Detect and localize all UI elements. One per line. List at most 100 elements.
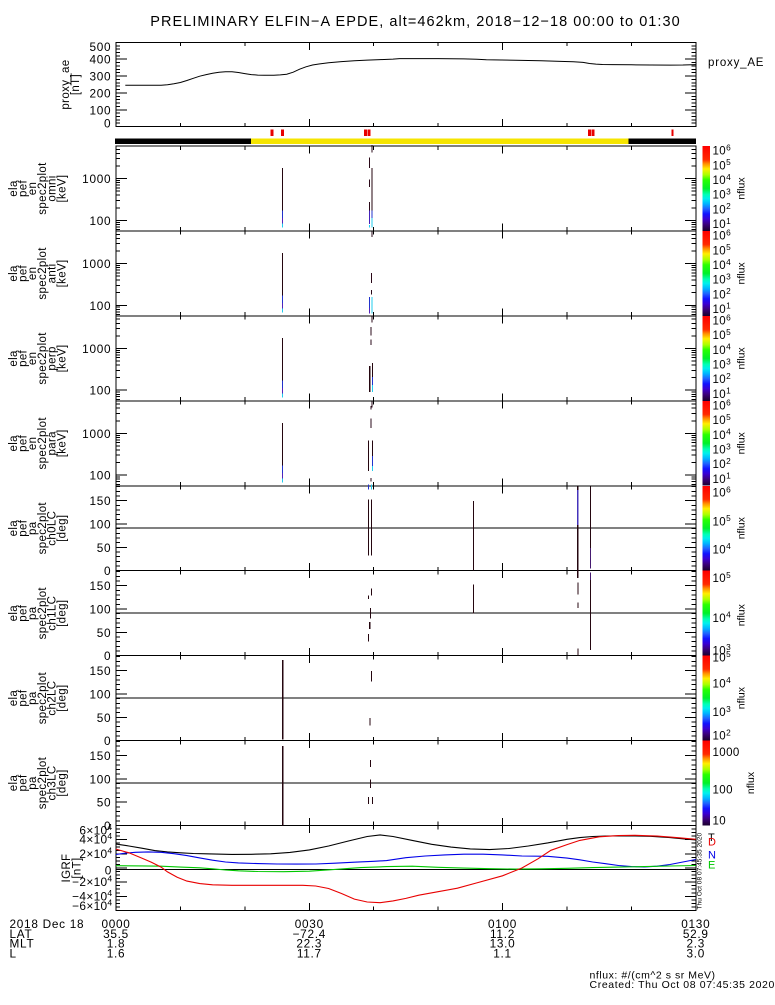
svg-text:150: 150 — [89, 494, 111, 508]
svg-text:150: 150 — [89, 664, 111, 678]
svg-text:150: 150 — [89, 579, 111, 593]
svg-text:100: 100 — [89, 772, 111, 786]
svg-text:10: 10 — [713, 815, 727, 827]
svg-text:spec2plot: spec2plot — [37, 417, 49, 470]
svg-text:0100: 0100 — [488, 917, 517, 931]
svg-text:ela: ela — [8, 520, 20, 537]
svg-text:en: en — [27, 267, 39, 281]
svg-text:100: 100 — [89, 299, 111, 313]
svg-text:100: 100 — [89, 214, 111, 228]
svg-text:100: 100 — [89, 603, 111, 617]
svg-text:4×104: 4×104 — [79, 831, 112, 847]
svg-text:200: 200 — [89, 86, 111, 100]
svg-text:PRELIMINARY ELFIN−A EPDE, alt=: PRELIMINARY ELFIN−A EPDE, alt=462km, 201… — [150, 14, 680, 30]
svg-text:52.9: 52.9 — [683, 927, 709, 941]
svg-text:0: 0 — [104, 734, 111, 748]
svg-text:nflux: #/(cm^2 s sr MeV): nflux: #/(cm^2 s sr MeV) — [590, 969, 716, 981]
svg-text:Created: Thu Oct 08 07:45:35 2: Created: Thu Oct 08 07:45:35 2020 — [590, 979, 775, 991]
svg-text:para: para — [47, 431, 59, 456]
svg-text:spec2plot: spec2plot — [37, 502, 49, 555]
svg-text:nflux: nflux — [736, 686, 748, 709]
svg-text:[keV]: [keV] — [56, 175, 68, 203]
svg-text:400: 400 — [89, 53, 111, 67]
svg-text:pef: pef — [18, 434, 30, 451]
svg-text:50: 50 — [97, 626, 112, 640]
svg-text:perp: perp — [47, 346, 59, 370]
svg-text:100: 100 — [89, 469, 111, 483]
svg-text:0: 0 — [104, 564, 111, 578]
svg-text:pef: pef — [18, 519, 30, 536]
svg-text:L: L — [10, 946, 17, 960]
svg-text:100: 100 — [89, 687, 111, 701]
svg-text:0: 0 — [104, 649, 111, 663]
svg-text:pa: pa — [27, 521, 39, 535]
svg-text:D: D — [708, 837, 716, 849]
svg-text:nflux: nflux — [736, 516, 748, 539]
svg-text:[deg]: [deg] — [56, 769, 68, 796]
svg-text:35.5: 35.5 — [103, 927, 129, 941]
svg-text:nflux: nflux — [736, 262, 748, 285]
svg-text:nflux: nflux — [736, 177, 748, 200]
svg-text:0030: 0030 — [295, 917, 324, 931]
svg-text:1000: 1000 — [82, 257, 111, 271]
svg-text:11.7: 11.7 — [297, 946, 322, 960]
svg-text:proxy_AE: proxy_AE — [708, 57, 764, 69]
svg-text:−2×104: −2×104 — [72, 874, 112, 890]
svg-text:[nT]: [nT] — [72, 857, 84, 878]
svg-text:nflux: nflux — [736, 347, 748, 370]
svg-text:E: E — [708, 860, 715, 872]
svg-text:N: N — [708, 850, 716, 862]
svg-text:[deg]: [deg] — [56, 515, 68, 542]
svg-text:[nT]: [nT] — [70, 74, 82, 95]
svg-text:omni: omni — [47, 175, 59, 201]
svg-text:500: 500 — [89, 40, 111, 54]
svg-text:2018 Dec 18: 2018 Dec 18 — [10, 917, 85, 931]
svg-text:11.2: 11.2 — [490, 927, 515, 941]
svg-text:50: 50 — [97, 541, 112, 555]
svg-text:pa: pa — [27, 691, 39, 705]
svg-text:T: T — [708, 832, 715, 844]
svg-text:pef: pef — [18, 180, 30, 197]
svg-text:ela: ela — [8, 350, 20, 367]
svg-text:100: 100 — [713, 785, 733, 797]
svg-text:pef: pef — [18, 604, 30, 621]
svg-text:[deg]: [deg] — [56, 684, 68, 711]
svg-text:LAT: LAT — [10, 927, 33, 941]
svg-text:ela: ela — [8, 180, 20, 197]
svg-text:0130: 0130 — [681, 917, 710, 931]
svg-text:pa: pa — [27, 776, 39, 790]
svg-text:ela: ela — [8, 690, 20, 707]
svg-text:6×104: 6×104 — [79, 822, 112, 838]
svg-text:100: 100 — [89, 518, 111, 532]
svg-text:150: 150 — [89, 749, 111, 763]
svg-text:en: en — [27, 182, 39, 196]
svg-text:[deg]: [deg] — [56, 600, 68, 627]
svg-text:IGRF: IGRF — [61, 854, 73, 883]
svg-text:1000: 1000 — [713, 747, 740, 759]
svg-text:spec2plot: spec2plot — [37, 162, 49, 215]
svg-text:−6×104: −6×104 — [72, 898, 112, 914]
svg-text:100: 100 — [89, 384, 111, 398]
svg-text:100: 100 — [89, 103, 111, 117]
svg-text:[keV]: [keV] — [56, 429, 68, 457]
svg-text:50: 50 — [97, 711, 112, 725]
svg-text:300: 300 — [89, 70, 111, 84]
svg-text:ela: ela — [8, 265, 20, 282]
svg-text:spec2plot: spec2plot — [37, 756, 49, 809]
svg-text:ela: ela — [8, 435, 20, 452]
svg-text:3.0: 3.0 — [687, 946, 706, 960]
svg-text:1000: 1000 — [82, 427, 111, 441]
svg-text:[keV]: [keV] — [56, 259, 68, 287]
svg-text:0: 0 — [104, 819, 111, 833]
svg-text:ch1LC: ch1LC — [47, 596, 59, 631]
svg-text:1000: 1000 — [82, 172, 111, 186]
svg-text:pef: pef — [18, 689, 30, 706]
svg-text:en: en — [27, 437, 39, 451]
svg-text:1000: 1000 — [82, 342, 111, 356]
svg-text:pef: pef — [18, 264, 30, 281]
svg-text:spec2plot: spec2plot — [37, 247, 49, 300]
svg-text:50: 50 — [97, 796, 112, 810]
svg-text:[keV]: [keV] — [56, 344, 68, 372]
svg-text:ela: ela — [8, 775, 20, 792]
svg-text:Thu Oct 08 07:45:35 2020: Thu Oct 08 07:45:35 2020 — [697, 833, 704, 910]
